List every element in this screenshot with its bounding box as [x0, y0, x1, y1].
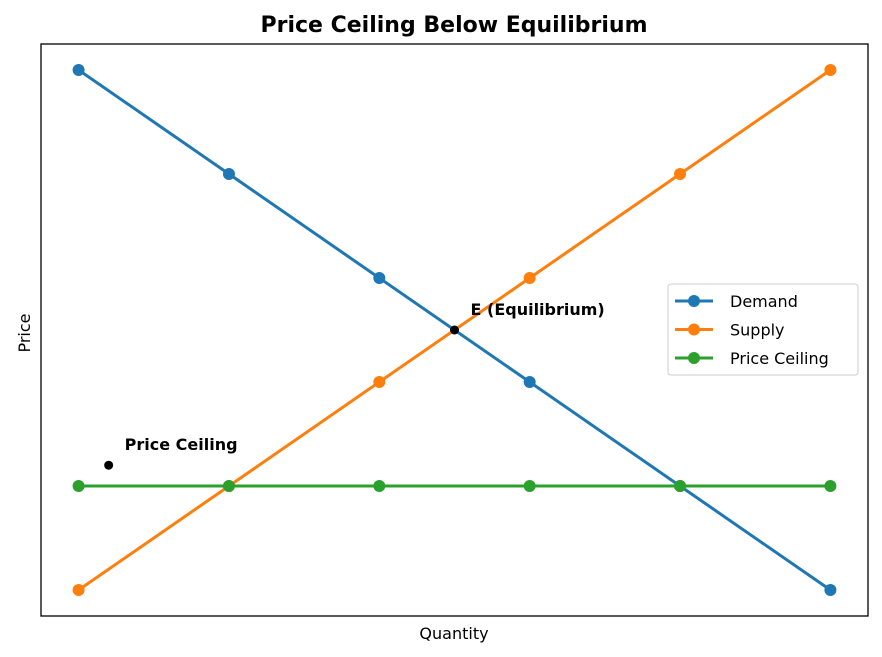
legend-label: Price Ceiling: [730, 349, 829, 368]
demand-point: [373, 272, 386, 284]
annotation-marker: [450, 325, 459, 335]
supply-point: [674, 168, 687, 180]
price-ceiling-point: [222, 480, 235, 492]
legend-label: Demand: [730, 292, 798, 311]
legend-box: [667, 283, 859, 376]
legend-label: Supply: [730, 321, 785, 340]
plot-frame: [40, 43, 869, 617]
supply-point: [72, 584, 85, 596]
price-ceiling-point: [523, 480, 536, 492]
legend-item-supply: Supply: [675, 321, 785, 340]
price-ceiling-point: [373, 480, 386, 492]
price-ceiling-point: [674, 480, 687, 492]
price-ceiling-point: [824, 480, 837, 492]
price-ceiling-point: [72, 480, 85, 492]
annotation-label: E (Equilibrium): [471, 300, 605, 319]
legend-item-price-ceiling: Price Ceiling: [675, 349, 829, 368]
supply-point: [824, 64, 837, 76]
legend-swatch-marker: [688, 295, 700, 307]
demand-point: [523, 376, 536, 388]
legend-swatch-marker: [688, 352, 700, 364]
supply-point: [373, 376, 386, 388]
demand-point: [72, 64, 85, 76]
legend-swatch-marker: [688, 323, 700, 336]
annotations: E (Equilibrium) Price Ceiling: [104, 300, 605, 470]
series-price-ceiling: [72, 480, 837, 492]
y-axis-label: Price: [15, 313, 34, 352]
demand-point: [824, 584, 837, 596]
legend-item-demand: Demand: [675, 292, 798, 311]
annotation-label: Price Ceiling: [125, 435, 238, 454]
x-axis-label: Quantity: [419, 624, 488, 643]
annotation-marker: [104, 460, 114, 470]
supply-point: [523, 272, 536, 284]
demand-point: [222, 168, 235, 180]
chart-title: Price Ceiling Below Equilibrium: [260, 13, 647, 38]
legend: Demand Supply Price Ceiling: [667, 283, 859, 376]
